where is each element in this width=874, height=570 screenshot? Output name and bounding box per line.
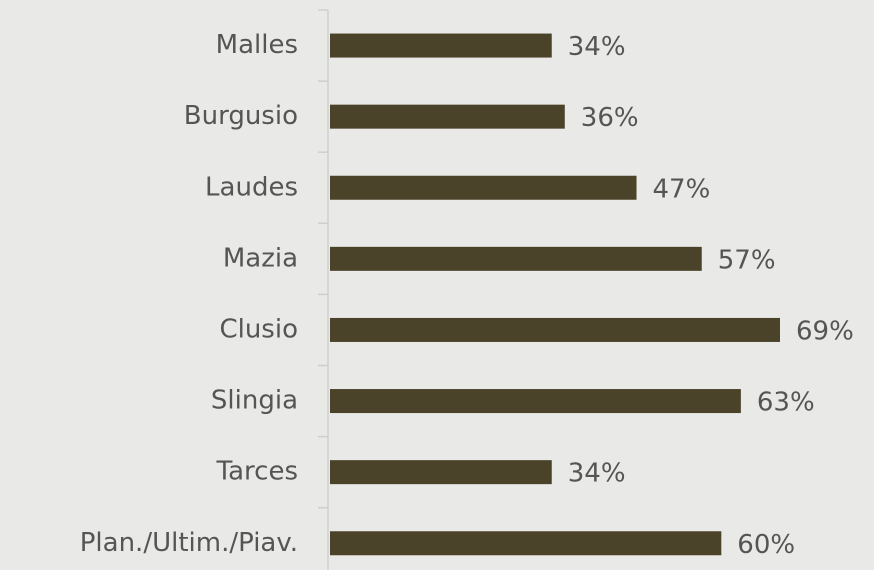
bar [330,33,552,58]
category-label: Malles [216,30,298,60]
bar [330,389,741,414]
bar [330,317,780,342]
value-label: 69% [796,316,854,346]
value-label: 57% [718,245,776,275]
bar [330,531,722,556]
category-label: Clusio [219,314,298,344]
bar [330,246,702,271]
category-label: Slingia [211,386,298,416]
bar [330,175,637,200]
value-label: 60% [737,530,795,560]
value-label: 63% [757,388,815,418]
category-label: Plan./Ultim./Piav. [80,528,298,558]
value-label: 34% [568,459,626,489]
bar [330,460,552,485]
category-label: Mazia [223,243,298,273]
category-label: Burgusio [184,101,298,131]
value-label: 47% [653,174,711,204]
value-label: 36% [581,103,639,133]
category-label: Laudes [205,172,298,202]
category-label: Tarces [216,457,298,487]
bar [330,104,565,129]
value-label: 34% [568,32,626,62]
